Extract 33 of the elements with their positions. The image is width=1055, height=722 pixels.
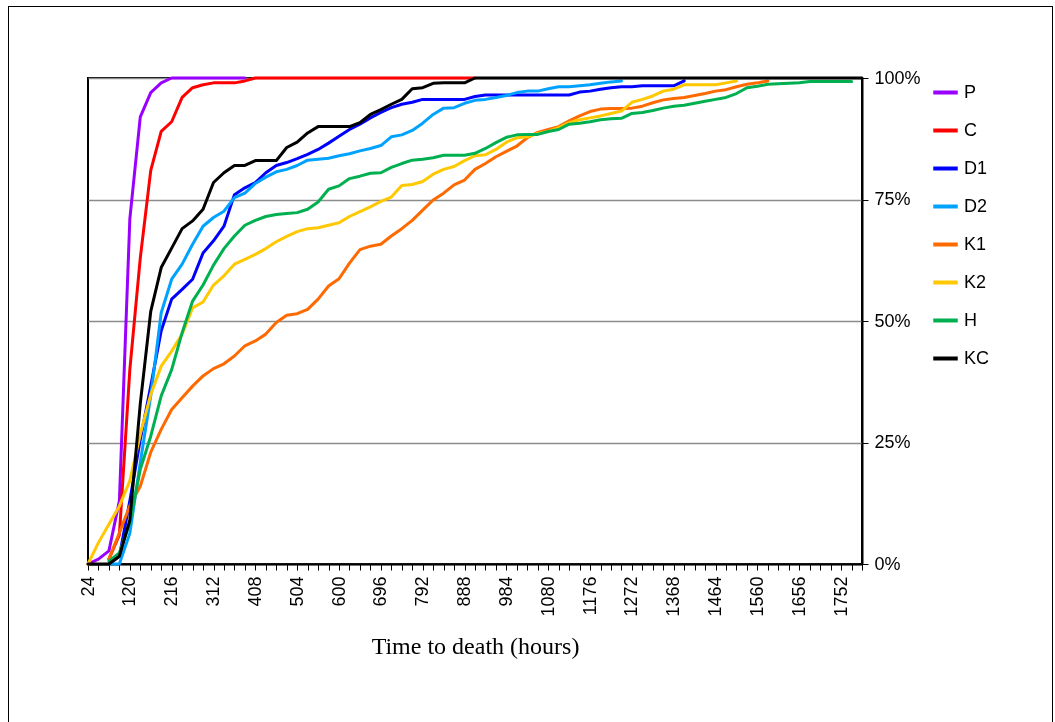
legend-label: P	[964, 81, 977, 102]
legend-label: D2	[964, 195, 988, 216]
x-tick-label: 1464	[705, 576, 726, 617]
x-tick-label: 1272	[621, 576, 642, 617]
legend-label: K2	[964, 271, 987, 292]
y-tick-label: 50%	[874, 310, 911, 331]
x-axis-title: Time to death (hours)	[371, 632, 580, 659]
legend-label: K1	[964, 233, 987, 254]
x-tick-label: 1560	[746, 576, 767, 617]
y-tick-label: 100%	[874, 67, 921, 88]
x-tick-label: 1080	[537, 576, 558, 617]
x-tick-label: 696	[370, 576, 391, 607]
x-tick-label: 1752	[830, 576, 851, 617]
y-tick-label: 0%	[874, 553, 901, 574]
x-tick-label: 504	[286, 576, 307, 607]
x-tick-label: 24	[77, 576, 98, 597]
x-tick-label: 1656	[788, 576, 809, 617]
x-tick-label: 120	[119, 576, 140, 607]
x-tick-label: 792	[412, 576, 433, 607]
x-tick-label: 888	[454, 576, 475, 607]
y-tick-label: 75%	[874, 189, 911, 209]
x-tick-label: 408	[244, 576, 265, 607]
legend-label: H	[964, 309, 977, 330]
x-tick-label: 984	[495, 576, 516, 607]
x-tick-label: 1176	[579, 576, 600, 616]
x-tick-label: 1368	[663, 576, 684, 617]
x-tick-label: 312	[203, 576, 224, 607]
legend-label: C	[964, 119, 977, 140]
x-tick-label: 600	[328, 576, 349, 607]
legend-label: KC	[964, 347, 990, 368]
y-tick-label: 25%	[874, 432, 911, 452]
legend-label: D1	[964, 157, 988, 178]
x-tick-label: 216	[161, 576, 182, 607]
